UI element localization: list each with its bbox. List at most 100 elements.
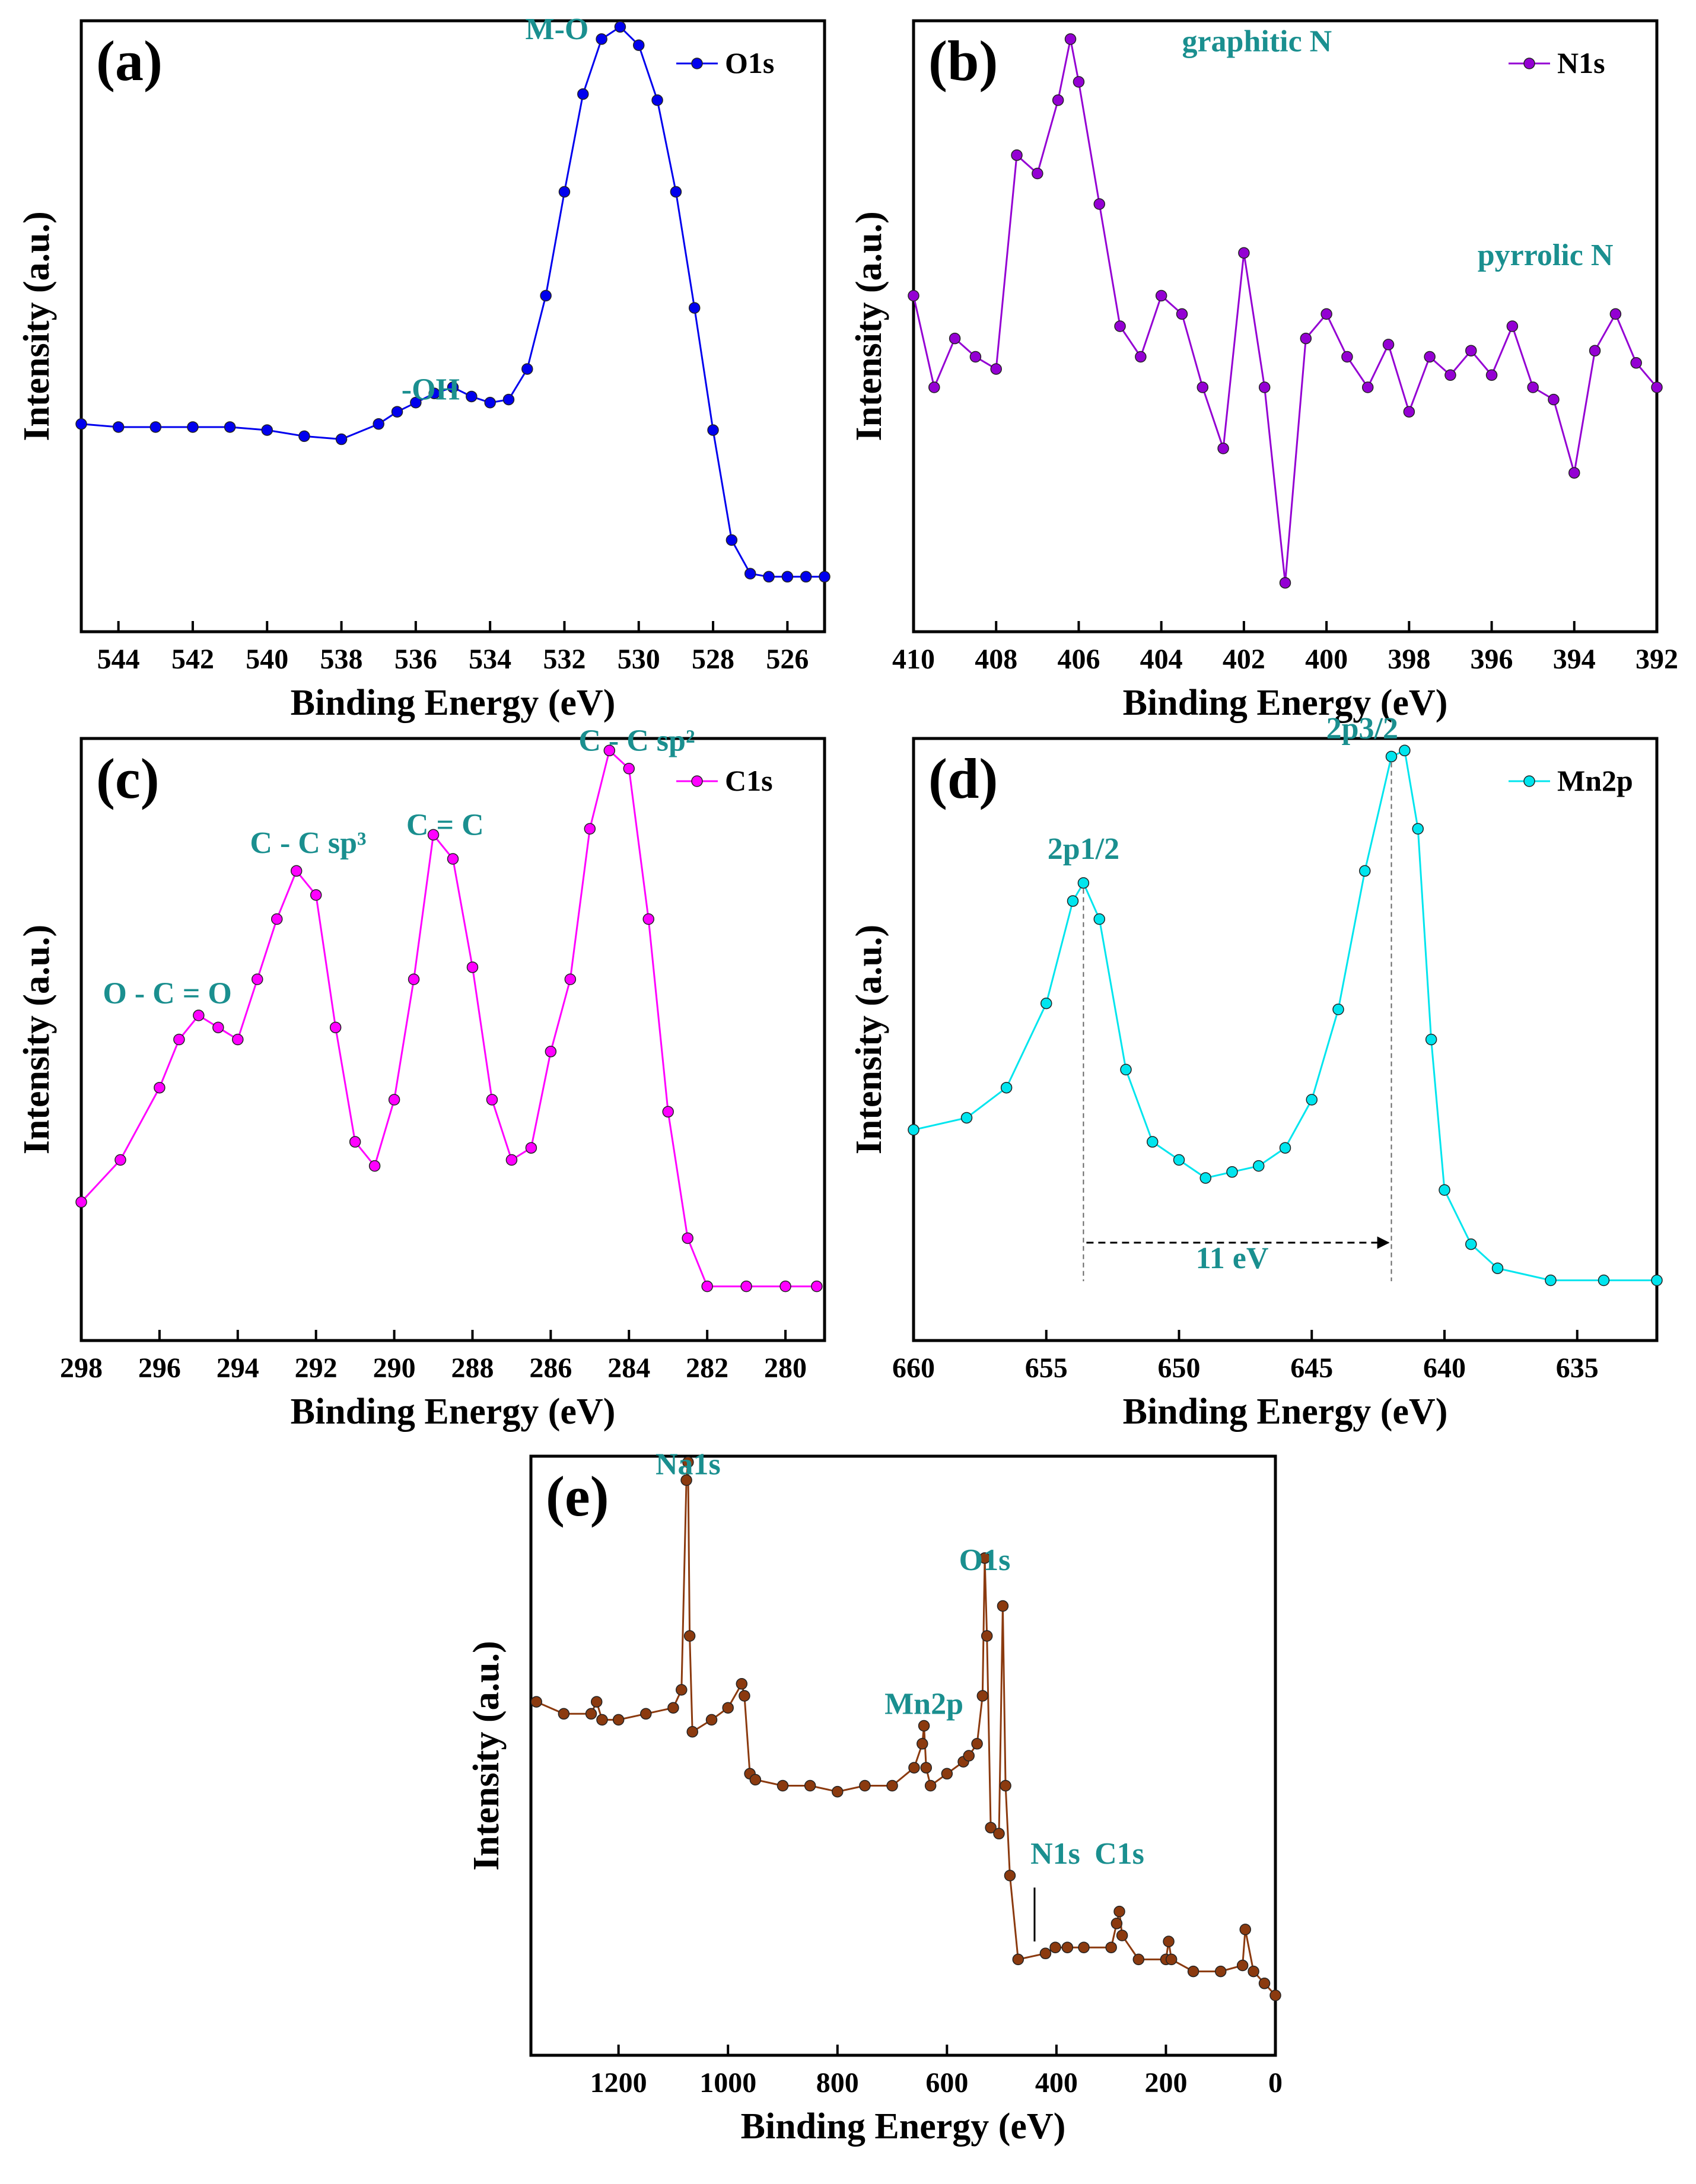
y-axis-title: Intensity (a.u.) [849, 925, 889, 1155]
data-point [1199, 1172, 1211, 1184]
data-point [997, 1600, 1009, 1612]
peak-annotation: M-O [525, 12, 588, 46]
data-point [819, 571, 831, 583]
data-point [1491, 1262, 1504, 1274]
x-tick-label: 406 [1057, 644, 1100, 675]
data-point [682, 1456, 694, 1468]
data-point [545, 1046, 557, 1058]
peak-annotation: -OH [402, 373, 460, 407]
data-point [1120, 1064, 1132, 1075]
data-point [680, 1474, 692, 1486]
data-point [804, 1779, 816, 1792]
data-point [1485, 369, 1498, 381]
data-point [1258, 381, 1271, 393]
x-tick-label: 530 [618, 644, 660, 675]
panel-d: 660 655 650 645 640 635 (d) Binding Energy (eV)… [849, 712, 1663, 1432]
data-point [1078, 1941, 1090, 1953]
x-tick-label: 645 [1290, 1352, 1333, 1384]
data-point [623, 763, 635, 775]
data-point [1568, 467, 1580, 479]
data-point [1630, 357, 1642, 369]
data-point [920, 1762, 933, 1774]
data-point [1300, 332, 1312, 345]
data-point [1306, 1094, 1318, 1106]
x-tick-label: 282 [686, 1352, 728, 1384]
data-point [722, 1702, 734, 1714]
x-tick-label: 600 [925, 2067, 968, 2099]
data-point [670, 186, 682, 198]
data-point [596, 33, 607, 45]
peak-annotation: graphitic N [1182, 25, 1332, 59]
data-point [1132, 1953, 1145, 1966]
x-tick-label: 1200 [590, 2067, 647, 2099]
data-point [1341, 351, 1353, 363]
data-point [1073, 76, 1085, 88]
data-point [1589, 345, 1601, 356]
peak-annotation: N1s [1030, 1837, 1080, 1871]
data-point [1236, 1959, 1249, 1972]
y-axis-title: Intensity (a.u.) [17, 925, 57, 1155]
data-point [1361, 381, 1374, 393]
legend: O1s [676, 46, 774, 79]
data-point [749, 1774, 762, 1786]
y-axis-title: Intensity (a.u.) [17, 211, 57, 441]
x-tick-label: 294 [217, 1352, 259, 1384]
data-point [298, 430, 310, 442]
x-tick-label: 1000 [699, 2067, 756, 2099]
x-axis-title: Binding Energy (eV) [291, 683, 616, 723]
plot-frame [529, 1454, 1277, 2057]
x-tick-label: 650 [1158, 1352, 1201, 1384]
peak-annotation: 11 eV [1196, 1241, 1269, 1275]
data-point [75, 1196, 87, 1208]
data-point [388, 1094, 400, 1106]
data-point [1269, 1989, 1281, 2001]
data-point [1359, 865, 1371, 877]
data-point [1226, 1166, 1238, 1178]
data-point [642, 913, 654, 925]
legend: C1s [676, 764, 773, 797]
data-point [596, 1714, 608, 1726]
data-point [985, 1822, 997, 1833]
x-tick-label: 536 [394, 644, 437, 675]
data-point [466, 961, 479, 973]
legend-label: C1s [725, 764, 773, 797]
data-point [971, 1738, 983, 1750]
data-point [484, 397, 496, 409]
data-point [781, 571, 794, 583]
data-point [726, 534, 738, 546]
data-point [688, 302, 701, 314]
data-point [740, 1280, 752, 1292]
data-point [976, 1690, 989, 1702]
data-point [149, 421, 162, 433]
peak-annotation: C = C [406, 808, 484, 842]
data-point [1444, 369, 1456, 381]
data-point [1000, 1779, 1011, 1792]
data-point [408, 973, 420, 985]
data-point [505, 1154, 518, 1166]
legend-label: O1s [725, 46, 774, 79]
x-axis-title: Binding Energy (eV) [291, 1392, 616, 1432]
data-point [1425, 1033, 1437, 1046]
data-point [1465, 345, 1477, 356]
data-point [1651, 381, 1663, 393]
data-point [612, 1714, 625, 1726]
data-point [558, 1708, 570, 1720]
legend-marker [1523, 58, 1535, 69]
data-point [917, 1738, 928, 1750]
x-tick-label: 400 [1035, 2067, 1078, 2099]
data-point [1214, 1965, 1227, 1978]
data-point [310, 889, 322, 901]
data-point [261, 424, 273, 436]
peak-annotation: O - C = O [103, 977, 231, 1011]
x-tick-label: 408 [975, 644, 1017, 675]
data-point [1093, 198, 1105, 210]
data-point [1548, 393, 1560, 406]
data-point [633, 39, 645, 51]
data-point [173, 1033, 185, 1046]
peak-annotation: C1s [1094, 1837, 1144, 1871]
x-tick-label: 410 [892, 644, 935, 675]
data-point [1506, 320, 1519, 332]
data-point [558, 186, 571, 198]
data-point [1253, 1160, 1265, 1172]
x-tick-label: 290 [373, 1352, 416, 1384]
